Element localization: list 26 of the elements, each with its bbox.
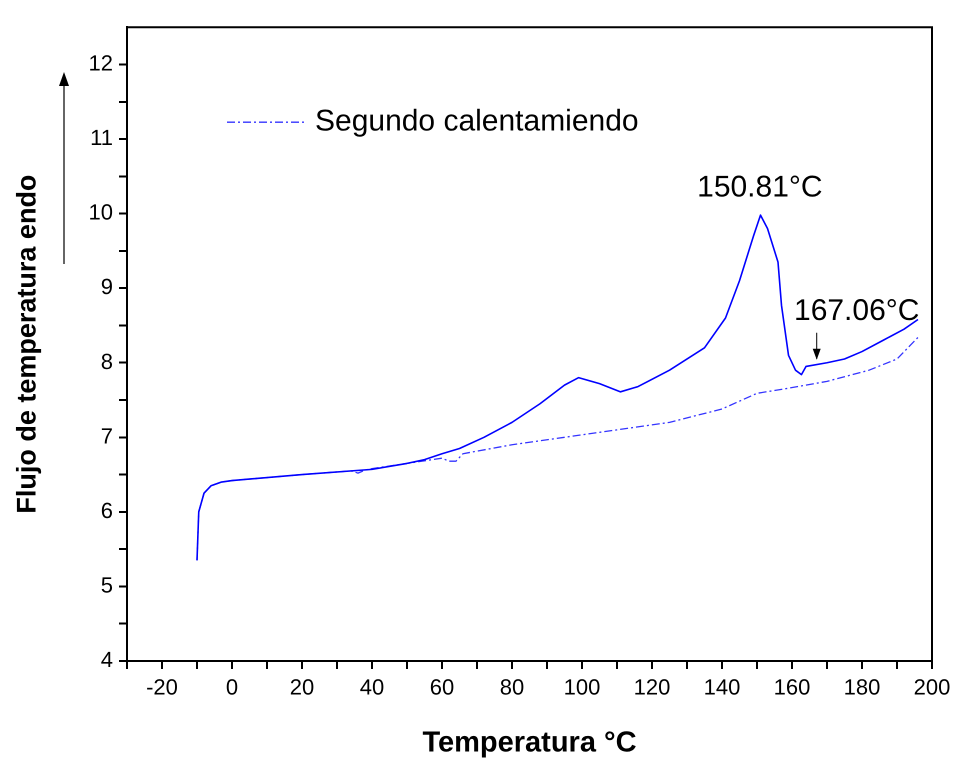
x-tick-label: 140 [704,674,740,700]
x-tick-label: 20 [290,674,314,700]
y-tick-label: 6 [100,498,113,523]
x-tick-label: 180 [844,674,880,700]
x-tick-label: 40 [360,674,384,700]
x-tick-label: 80 [500,674,524,700]
legend-label: Segundo calentamiendo [315,104,639,138]
x-tick-label: 160 [774,674,810,700]
x-axis-title: Temperatura °C [422,726,637,759]
y-tick-label: 5 [100,572,113,598]
y-tick-label: 9 [100,274,113,300]
y-tick-label: 7 [100,423,113,448]
x-tick-label: 60 [430,674,454,700]
y-tick-label: 4 [100,647,113,672]
annotation: 150.81°C [697,170,823,204]
x-tick-label: -20 [146,674,178,700]
x-tick-label: 100 [564,674,600,700]
y-axis-title: Flujo de temperatura endo [12,174,42,514]
x-tick-label: 200 [914,674,950,700]
x-tick-label: 120 [634,674,670,700]
y-tick-label: 10 [88,200,113,225]
annotation: 167.06°C [794,294,920,328]
y-tick-label: 12 [88,50,113,76]
y-tick-label: 11 [90,125,113,150]
x-tick-label: 0 [226,674,238,700]
y-tick-label: 8 [100,348,113,374]
